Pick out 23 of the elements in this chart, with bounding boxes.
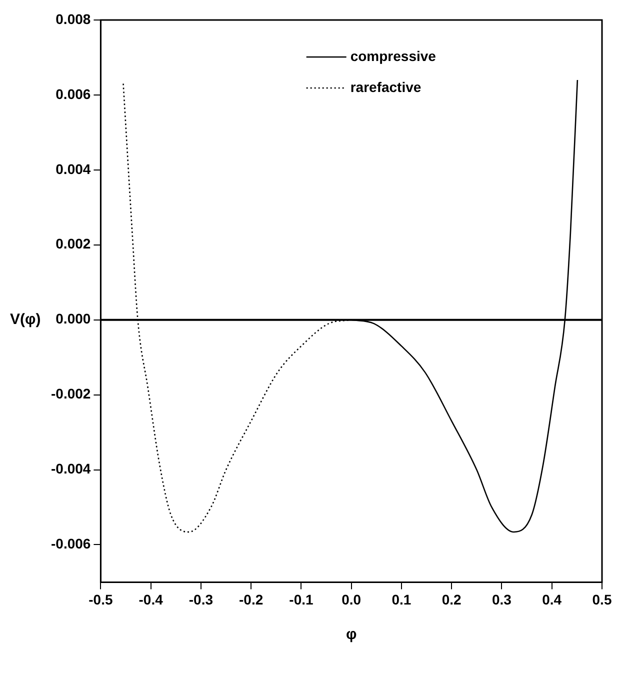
x-tick-label: 0.3: [492, 591, 512, 608]
x-tick-label: -0.2: [239, 591, 264, 608]
legend-label: rarefactive: [350, 78, 422, 95]
x-tick-label: 0.1: [392, 591, 412, 608]
legend-label: compressive: [350, 48, 436, 64]
x-tick-label: 0.4: [542, 591, 562, 608]
x-tick-label: -0.5: [88, 591, 113, 608]
y-tick-label: -0.006: [50, 536, 91, 552]
x-tick-label: 0.0: [342, 591, 362, 608]
y-tick-label: 0.000: [56, 310, 91, 327]
y-tick-label: 0.006: [56, 86, 91, 102]
y-tick-label: -0.004: [50, 460, 91, 477]
x-tick-label: -0.4: [138, 591, 164, 608]
x-tick-label: 0.5: [592, 591, 612, 608]
y-axis-title: V(φ): [10, 310, 41, 328]
y-tick-label: 0.004: [56, 160, 91, 177]
y-tick-label: 0.008: [56, 10, 91, 27]
y-tick-label: -0.002: [50, 386, 91, 402]
y-tick-label: 0.002: [56, 236, 91, 252]
x-tick-label: -0.3: [188, 591, 214, 608]
x-tick-label: 0.2: [442, 591, 462, 608]
x-tick-label: -0.1: [289, 591, 314, 608]
x-axis-title: φ: [346, 626, 357, 644]
